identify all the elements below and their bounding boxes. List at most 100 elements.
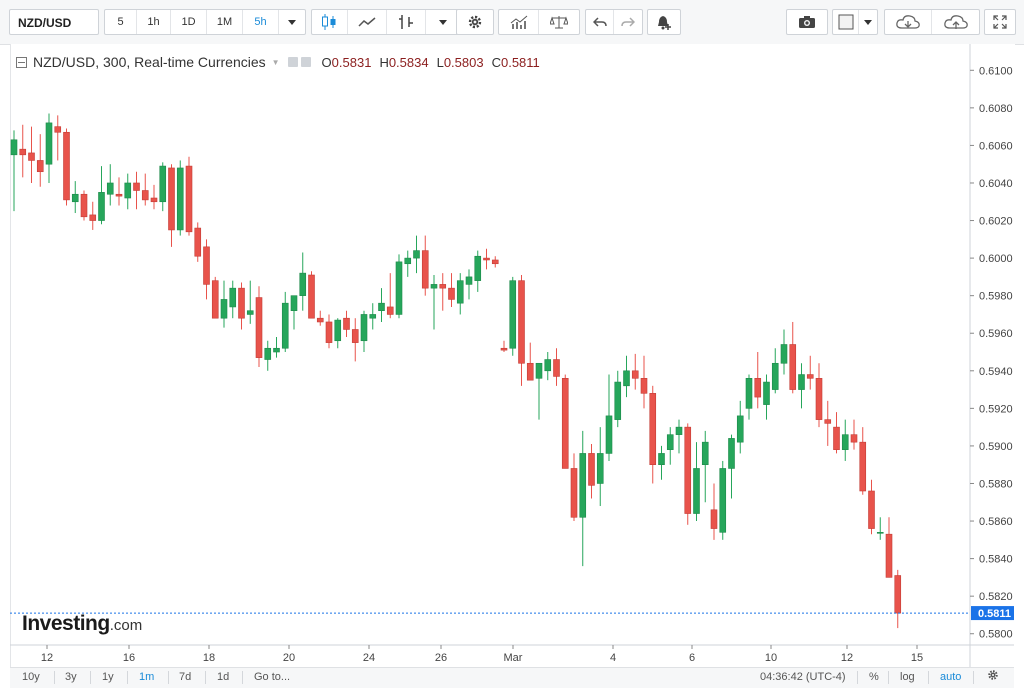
screenshot-button[interactable] [787, 10, 827, 34]
goto-date-button[interactable]: Go to... [254, 671, 291, 683]
candle-body [63, 131, 70, 201]
option-divider [888, 671, 889, 684]
price-tick-label: 0.5840 [979, 554, 1013, 566]
legend-low-value: 0.5803 [443, 54, 484, 70]
candle-body [509, 280, 517, 349]
candle-body [675, 426, 683, 435]
collapse-legend-icon[interactable] [16, 56, 27, 68]
candle-body [570, 468, 578, 518]
price-tick-label: 0.6020 [979, 216, 1013, 228]
interval-1d-button[interactable]: 1D [171, 10, 207, 34]
range-3y-button[interactable]: 3y [65, 671, 77, 683]
time-tick-label: 20 [283, 652, 295, 664]
logo-text: Investing [22, 612, 110, 635]
range-10y-button[interactable]: 10y [22, 671, 40, 683]
candle-body [238, 287, 245, 319]
redo-button[interactable] [614, 10, 642, 34]
range-1m-button[interactable]: 1m [139, 671, 155, 683]
color-dropdown-button[interactable] [859, 10, 877, 34]
candle-body [833, 426, 840, 450]
scale-settings-button[interactable] [987, 669, 999, 684]
settings-button[interactable] [457, 10, 493, 34]
candle-body [535, 362, 543, 379]
candle-body [325, 321, 333, 343]
symbol-search-input[interactable]: NZD/USD [9, 9, 99, 35]
auto-scale-button[interactable]: auto [940, 671, 962, 683]
range-1d-button[interactable]: 1d [217, 671, 230, 683]
candle-body [894, 575, 902, 614]
interval-dropdown-button[interactable] [279, 10, 305, 34]
legend-high-value: 0.5834 [388, 54, 429, 70]
last-price-label: 0.5811 [978, 608, 1011, 620]
candle-body [430, 284, 438, 289]
percent-scale-button[interactable]: % [869, 671, 879, 683]
candle-body [824, 419, 832, 424]
interval-5h-button[interactable]: 5h [243, 10, 279, 34]
candle-body [264, 347, 272, 360]
indicators-icon [510, 15, 527, 29]
candle-body [10, 139, 18, 156]
bars-icon [399, 15, 414, 29]
candles-button[interactable] [312, 10, 348, 34]
color-square-button[interactable] [833, 10, 859, 34]
cloud-save-icon [896, 15, 920, 29]
legend-caret-icon[interactable]: ▼ [271, 57, 280, 67]
bars-button[interactable] [387, 10, 427, 34]
price-tick-label: 0.5960 [979, 328, 1013, 340]
price-tick-label: 0.6040 [979, 178, 1013, 190]
log-scale-button[interactable]: log [900, 671, 915, 683]
candle-body [106, 182, 114, 195]
candle-body [631, 370, 639, 379]
price-tick-label: 0.5980 [979, 291, 1013, 303]
candle-body [859, 441, 867, 492]
cloud-load-button[interactable] [932, 10, 979, 34]
cloud-save-button[interactable] [885, 10, 932, 34]
candle-body [98, 192, 105, 221]
indicators-group [498, 9, 580, 35]
price-tick-label: 0.5920 [979, 403, 1013, 415]
range-7d-button[interactable]: 7d [179, 671, 192, 683]
chart-type-dropdown-button[interactable] [426, 10, 460, 34]
price-tick-label: 0.5900 [979, 441, 1013, 453]
candle-body [150, 197, 158, 203]
time-tick-label: 10 [765, 652, 777, 664]
indicators-button[interactable] [499, 10, 539, 34]
range-divider [242, 671, 243, 684]
legend-settings-icon[interactable] [287, 57, 298, 67]
candle-body [465, 276, 473, 285]
fullscreen-icon [993, 15, 1007, 29]
price-tick-label: 0.5820 [979, 591, 1013, 603]
add-alert-button[interactable] [648, 10, 680, 34]
candle-body [553, 359, 560, 377]
range-1y-button[interactable]: 1y [102, 671, 114, 683]
legend-high-key: H [379, 54, 389, 70]
candle-body [710, 509, 718, 529]
line-chart-button[interactable] [348, 10, 387, 34]
redo-icon [621, 17, 635, 27]
candle-body [789, 344, 797, 390]
candle-body [885, 533, 893, 578]
candle-body [544, 359, 552, 372]
compare-button[interactable] [539, 10, 579, 34]
candle-body [850, 434, 858, 443]
undo-button[interactable] [586, 10, 614, 34]
time-tick-label: 12 [41, 652, 53, 664]
interval-1h-button[interactable]: 1h [137, 10, 171, 34]
undo-icon [592, 17, 607, 27]
candle-body [876, 532, 884, 534]
legend-close-value: 0.5811 [500, 54, 540, 70]
candle-body [806, 374, 814, 379]
legend-remove-icon[interactable] [300, 57, 311, 67]
fullscreen-button[interactable] [985, 10, 1015, 34]
time-tick-label: 6 [689, 652, 695, 664]
candle-body [474, 255, 482, 281]
candle-body [378, 302, 385, 311]
interval-5m-button[interactable]: 5 [105, 10, 137, 34]
candle-body [736, 415, 744, 443]
legend-open-key: O [321, 54, 332, 70]
interval-1m-button[interactable]: 1M [207, 10, 243, 34]
candle-body [483, 257, 490, 261]
candle-body [640, 378, 648, 394]
candle-body [518, 280, 525, 364]
